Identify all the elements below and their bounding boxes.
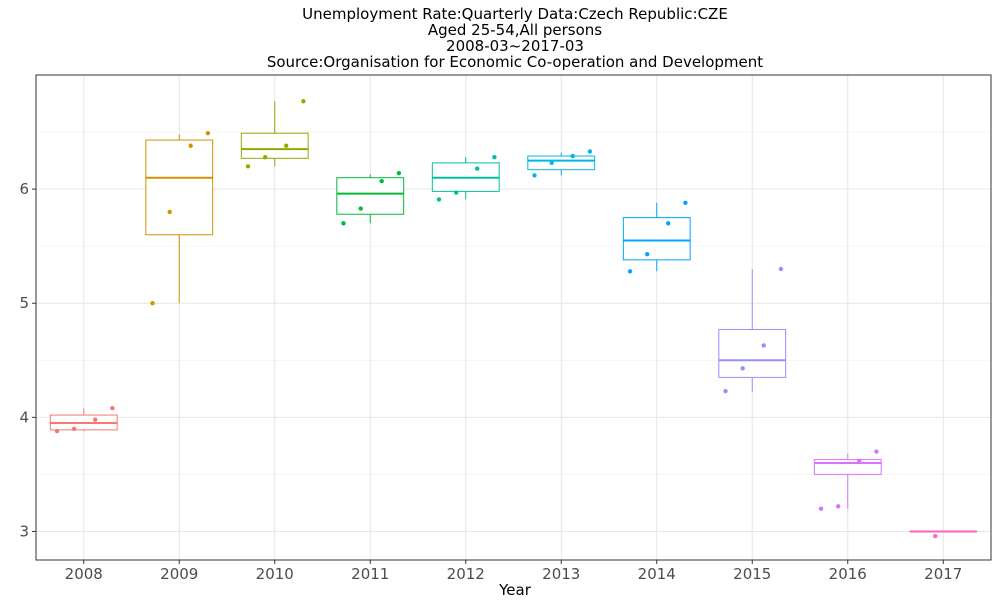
data-point [570, 153, 575, 159]
y-axis: 3 4 5 6 [19, 180, 36, 540]
data-point [110, 406, 115, 411]
data-point [358, 206, 363, 211]
data-point [492, 154, 497, 160]
box-2009 [145, 134, 214, 304]
box-2010 [240, 101, 309, 167]
data-point [454, 190, 459, 195]
data-point [245, 164, 251, 169]
data-point [475, 166, 480, 171]
y-tick-label: 5 [19, 294, 29, 312]
data-point [284, 143, 289, 148]
x-tick-label: 2012 [447, 565, 485, 583]
data-point [778, 266, 784, 272]
plot-panel-border [35, 74, 992, 561]
box-2014 [622, 202, 691, 272]
data-point [396, 170, 402, 176]
x-tick-label: 2009 [160, 565, 198, 583]
title-line-3: 2008-03~2017-03 [446, 37, 584, 55]
data-point [627, 269, 633, 274]
data-point [683, 200, 688, 206]
data-point [150, 301, 155, 306]
iqr-box [336, 177, 405, 215]
data-point [666, 221, 671, 226]
iqr-box [718, 328, 787, 378]
title-line-4: Source:Organisation for Economic Co-oper… [267, 53, 763, 71]
x-tick-label: 2015 [733, 565, 771, 583]
box-2008 [49, 408, 118, 432]
x-tick-label: 2011 [351, 565, 389, 583]
data-point [93, 417, 98, 422]
x-tick-label: 2016 [829, 565, 867, 583]
data-point [857, 458, 862, 463]
title-line-1: Unemployment Rate:Quarterly Data:Czech R… [302, 5, 728, 23]
data-point [436, 197, 442, 202]
data-point [54, 428, 60, 434]
data-point [167, 209, 172, 215]
y-tick-label: 3 [19, 522, 29, 540]
data-point [761, 343, 766, 348]
data-point [205, 131, 211, 136]
x-axis: 2008 2009 2010 2011 2012 2013 2014 2015 2016 2017 [65, 560, 962, 583]
box-2013 [527, 152, 596, 176]
x-axis-title: Year [498, 581, 532, 599]
data-point [723, 388, 728, 394]
data-point [645, 251, 650, 257]
data-point [818, 506, 824, 511]
data-point [263, 154, 268, 160]
data-point [72, 426, 77, 431]
data-point [740, 366, 745, 371]
data-point [549, 160, 554, 166]
iqr-box [527, 155, 596, 171]
chart-title: Unemployment Rate:Quarterly Data:Czech R… [267, 5, 763, 71]
boxes-layer [49, 101, 978, 533]
x-tick-label: 2017 [924, 565, 962, 583]
data-point [532, 173, 537, 178]
x-tick-label: 2013 [542, 565, 580, 583]
data-point [874, 449, 879, 454]
points-layer [54, 99, 938, 539]
data-point [188, 143, 193, 148]
box-2011 [336, 174, 405, 224]
iqr-box [622, 217, 691, 261]
iqr-box [813, 459, 882, 475]
y-tick-label: 4 [19, 408, 29, 426]
data-point [587, 149, 593, 154]
data-point [341, 221, 346, 226]
iqr-box [145, 139, 214, 236]
box-2012 [431, 157, 500, 200]
data-point [836, 504, 841, 509]
data-point [301, 99, 306, 104]
box-2016 [813, 453, 882, 509]
x-tick-label: 2010 [256, 565, 294, 583]
y-tick-label: 6 [19, 180, 29, 198]
x-tick-label: 2014 [638, 565, 676, 583]
data-point [933, 533, 938, 539]
x-tick-label: 2008 [65, 565, 103, 583]
box-2015 [718, 269, 787, 393]
data-point [379, 178, 384, 184]
iqr-box [240, 132, 309, 159]
title-line-2: Aged 25-54,All persons [428, 21, 602, 39]
